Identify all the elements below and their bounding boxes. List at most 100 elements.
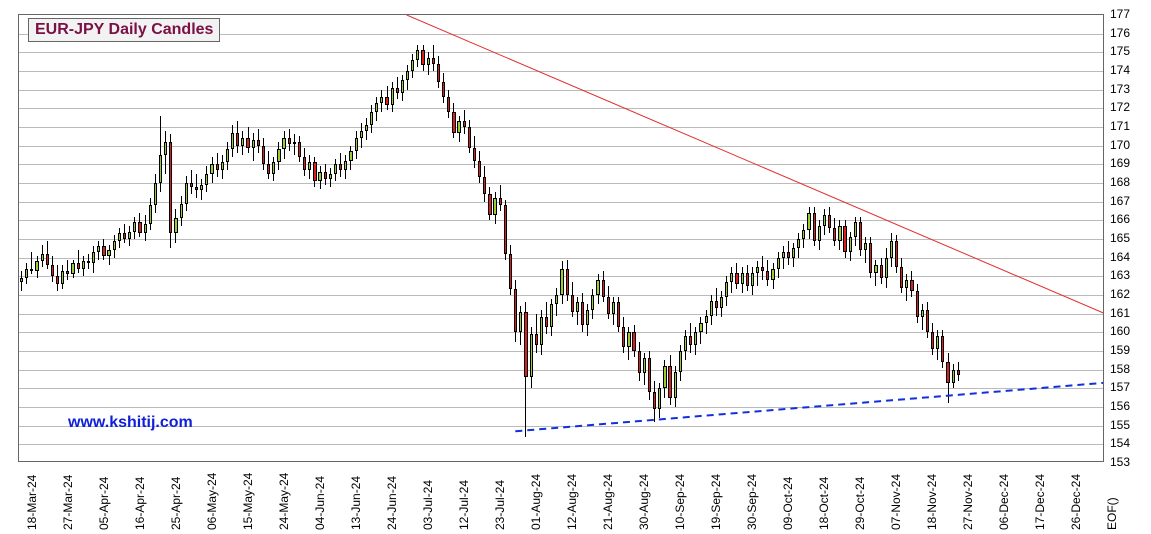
y-tick-label: 160	[1110, 324, 1130, 338]
candle-body	[895, 241, 898, 267]
y-tick-label: 163	[1110, 268, 1130, 282]
candle-body	[602, 280, 605, 297]
candle-body	[123, 233, 126, 239]
candle-body	[674, 372, 677, 398]
candle-body	[668, 366, 671, 398]
candle-body	[442, 82, 445, 97]
candle-body	[530, 334, 533, 377]
candle-body	[859, 222, 862, 250]
candle-body	[735, 273, 738, 284]
candle-wick	[757, 261, 758, 285]
x-tick-label: 13-Jun-24	[349, 476, 363, 530]
candle-body	[931, 332, 934, 349]
gridline	[19, 183, 1103, 184]
candle-body	[318, 172, 321, 181]
gridline	[19, 164, 1103, 165]
candle-body	[632, 332, 635, 351]
candle-body	[246, 138, 249, 147]
candle-body	[535, 334, 538, 345]
candle-body	[231, 133, 234, 150]
x-tick-label: 16-Apr-24	[133, 477, 147, 530]
x-tick-label: 27-Nov-24	[961, 474, 975, 530]
candle-body	[797, 239, 800, 248]
candle-wick	[294, 134, 295, 155]
candle-body	[493, 198, 496, 215]
candle-body	[941, 336, 944, 362]
y-tick-label: 177	[1110, 7, 1130, 21]
y-tick-label: 156	[1110, 399, 1130, 413]
candle-body	[355, 138, 358, 151]
candle-body	[267, 164, 270, 173]
candle-body	[473, 148, 476, 161]
candle-body	[483, 177, 486, 194]
candle-body	[416, 50, 419, 59]
candle-body	[370, 112, 373, 125]
x-tick-label: 15-May-24	[241, 473, 255, 530]
x-tick-label: 23-Jul-24	[493, 480, 507, 530]
y-tick-label: 170	[1110, 138, 1130, 152]
y-tick-label: 164	[1110, 250, 1130, 264]
candle-body	[792, 248, 795, 257]
candle-body	[504, 205, 507, 254]
gridline	[19, 146, 1103, 147]
candle-body	[581, 302, 584, 324]
candle-body	[174, 218, 177, 233]
candle-wick	[922, 304, 923, 330]
candle-body	[777, 258, 780, 269]
x-tick-label: 17-Dec-24	[1033, 474, 1047, 530]
candle-body	[818, 226, 821, 241]
candle-body	[365, 125, 368, 131]
candle-body	[802, 230, 805, 239]
candle-body	[339, 164, 342, 170]
candle-body	[432, 58, 435, 64]
candle-body	[622, 327, 625, 348]
candle-body	[550, 304, 553, 326]
candle-body	[519, 312, 522, 333]
y-tick-label: 154	[1110, 436, 1130, 450]
candle-body	[421, 50, 424, 65]
candle-body	[118, 233, 121, 240]
candle-body	[396, 88, 399, 94]
candle-body	[102, 246, 105, 255]
gridline	[19, 108, 1103, 109]
gridline	[19, 314, 1103, 315]
x-tick-label: EOF()	[1105, 497, 1119, 530]
gridline	[19, 370, 1103, 371]
candle-body	[200, 185, 203, 191]
candle-body	[612, 302, 615, 313]
candle-body	[643, 358, 646, 373]
x-tick-label: 06-Dec-24	[997, 474, 1011, 530]
x-tick-label: 30-Aug-24	[637, 474, 651, 530]
candle-body	[782, 252, 785, 258]
candle-body	[617, 302, 620, 326]
candle-body	[596, 280, 599, 295]
candle-body	[663, 366, 666, 388]
chart-title: EUR-JPY Daily Candles	[28, 18, 220, 42]
candle-body	[869, 243, 872, 273]
candle-body	[725, 282, 728, 297]
candle-body	[195, 187, 198, 191]
candle-body	[571, 295, 574, 312]
candle-body	[138, 222, 141, 233]
x-tick-label: 03-Jul-24	[421, 480, 435, 530]
candle-body	[509, 254, 512, 289]
candle-body	[236, 133, 239, 146]
candle-body	[576, 302, 579, 311]
candle-body	[854, 222, 857, 237]
candle-body	[334, 164, 337, 173]
x-tick-label: 24-Jun-24	[385, 476, 399, 530]
candle-body	[946, 362, 949, 383]
gridline	[19, 258, 1103, 259]
candle-wick	[865, 237, 866, 263]
x-tick-label: 04-Jun-24	[313, 476, 327, 530]
candle-body	[890, 241, 893, 258]
y-tick-label: 159	[1110, 343, 1130, 357]
watermark-link[interactable]: www.kshitij.com	[68, 414, 193, 432]
x-tick-label: 18-Mar-24	[25, 475, 39, 530]
candle-body	[411, 60, 414, 71]
gridline	[19, 71, 1103, 72]
candle-body	[257, 140, 260, 146]
candle-body	[35, 261, 38, 270]
candle-body	[751, 273, 754, 286]
candle-body	[514, 289, 517, 332]
